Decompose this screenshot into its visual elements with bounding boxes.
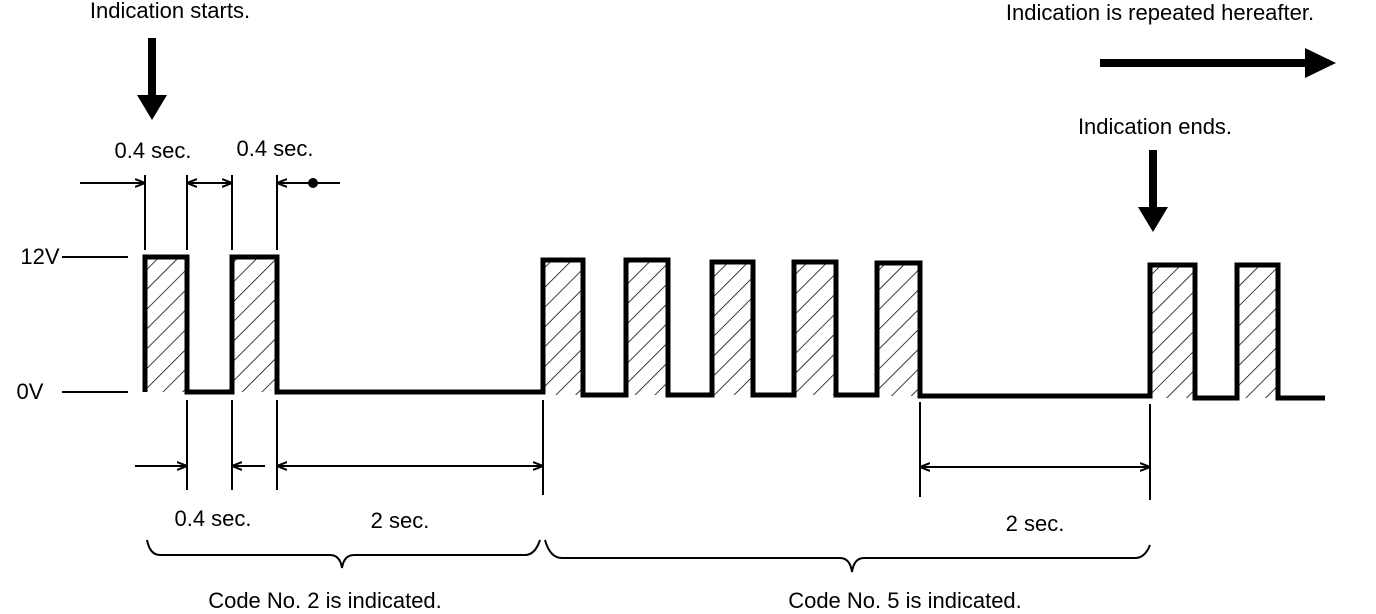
annotation: Indication is repeated hereafter.	[1006, 0, 1314, 25]
duration-label: 0.4 sec.	[174, 506, 251, 531]
brace	[146, 539, 541, 569]
duration-label: 0.4 sec.	[236, 136, 313, 161]
group-label: Code No. 2 is indicated.	[208, 588, 442, 613]
group-label: Code No. 5 is indicated.	[788, 588, 1022, 613]
pulse-hatching	[145, 257, 1278, 398]
indicator-arrows	[137, 38, 1336, 232]
annotation: Indication starts.	[90, 0, 250, 23]
duration-label: 2 sec.	[371, 508, 430, 533]
waveform	[142, 254, 1325, 401]
level-label: 0V	[17, 379, 44, 404]
extension-lines	[144, 175, 1151, 500]
duration-label: 2 sec.	[1006, 511, 1065, 536]
dimension-arrows	[80, 183, 1150, 467]
dot	[308, 178, 318, 188]
level-label: 12V	[20, 244, 59, 269]
brace	[544, 539, 1151, 573]
duration-label: 0.4 sec.	[114, 138, 191, 163]
annotation: Indication ends.	[1078, 114, 1232, 139]
